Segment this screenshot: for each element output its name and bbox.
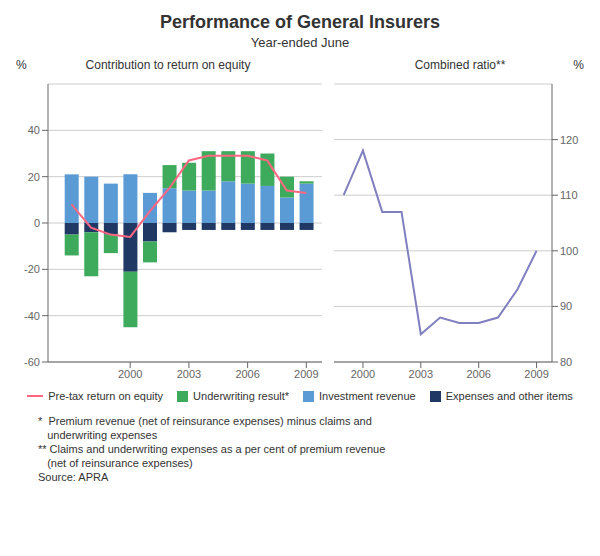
svg-text:2000: 2000 [351, 368, 375, 380]
html-text:** Claims and underwriting exp: ** Claims and underwriting expenses as a… [38, 443, 386, 455]
html-text:Year-ended June: Year-ended June [250, 35, 350, 50]
html-text:Underwriting result*: Underwriting result* [193, 390, 290, 402]
svg-text:2003: 2003 [177, 368, 201, 380]
html-text:Performance of General Insurer: Performance of General Insurers [159, 12, 440, 32]
html-text:(net of reinsurance expenses): (net of reinsurance expenses) [38, 457, 193, 469]
html-text:Contribution to return on equi: Contribution to return on equity [85, 58, 251, 72]
svg-text:2000: 2000 [118, 368, 142, 380]
svg-text:80: 80 [560, 356, 572, 368]
svg-text:2009: 2009 [524, 368, 548, 380]
html-text:Combined ratio**: Combined ratio** [414, 58, 506, 72]
svg-text:40: 40 [28, 124, 40, 136]
html-text:Pre-tax return on equity: Pre-tax return on equity [48, 390, 164, 402]
html-text:Expenses and other items: Expenses and other items [445, 390, 573, 402]
svg-text:120: 120 [560, 134, 578, 146]
svg-text:0: 0 [34, 217, 40, 229]
svg-text:2006: 2006 [235, 368, 259, 380]
svg-text:100: 100 [560, 245, 578, 257]
html-text:* Premium revenue (net of rein: * Premium revenue (net of reinsurance ex… [38, 415, 372, 427]
svg-text:2006: 2006 [466, 368, 490, 380]
svg-text:2009: 2009 [294, 368, 318, 380]
svg-text:-40: -40 [24, 310, 40, 322]
svg-text:20: 20 [28, 171, 40, 183]
svg-text:-60: -60 [24, 356, 40, 368]
html-text:underwriting expenses: underwriting expenses [38, 429, 158, 441]
svg-text:90: 90 [560, 300, 572, 312]
html-text:Source: APRA: Source: APRA [38, 471, 109, 483]
html-text:Investment revenue: Investment revenue [319, 390, 416, 402]
svg-text:-20: -20 [24, 263, 40, 275]
svg-text:110: 110 [560, 189, 578, 201]
svg-text:2003: 2003 [409, 368, 433, 380]
